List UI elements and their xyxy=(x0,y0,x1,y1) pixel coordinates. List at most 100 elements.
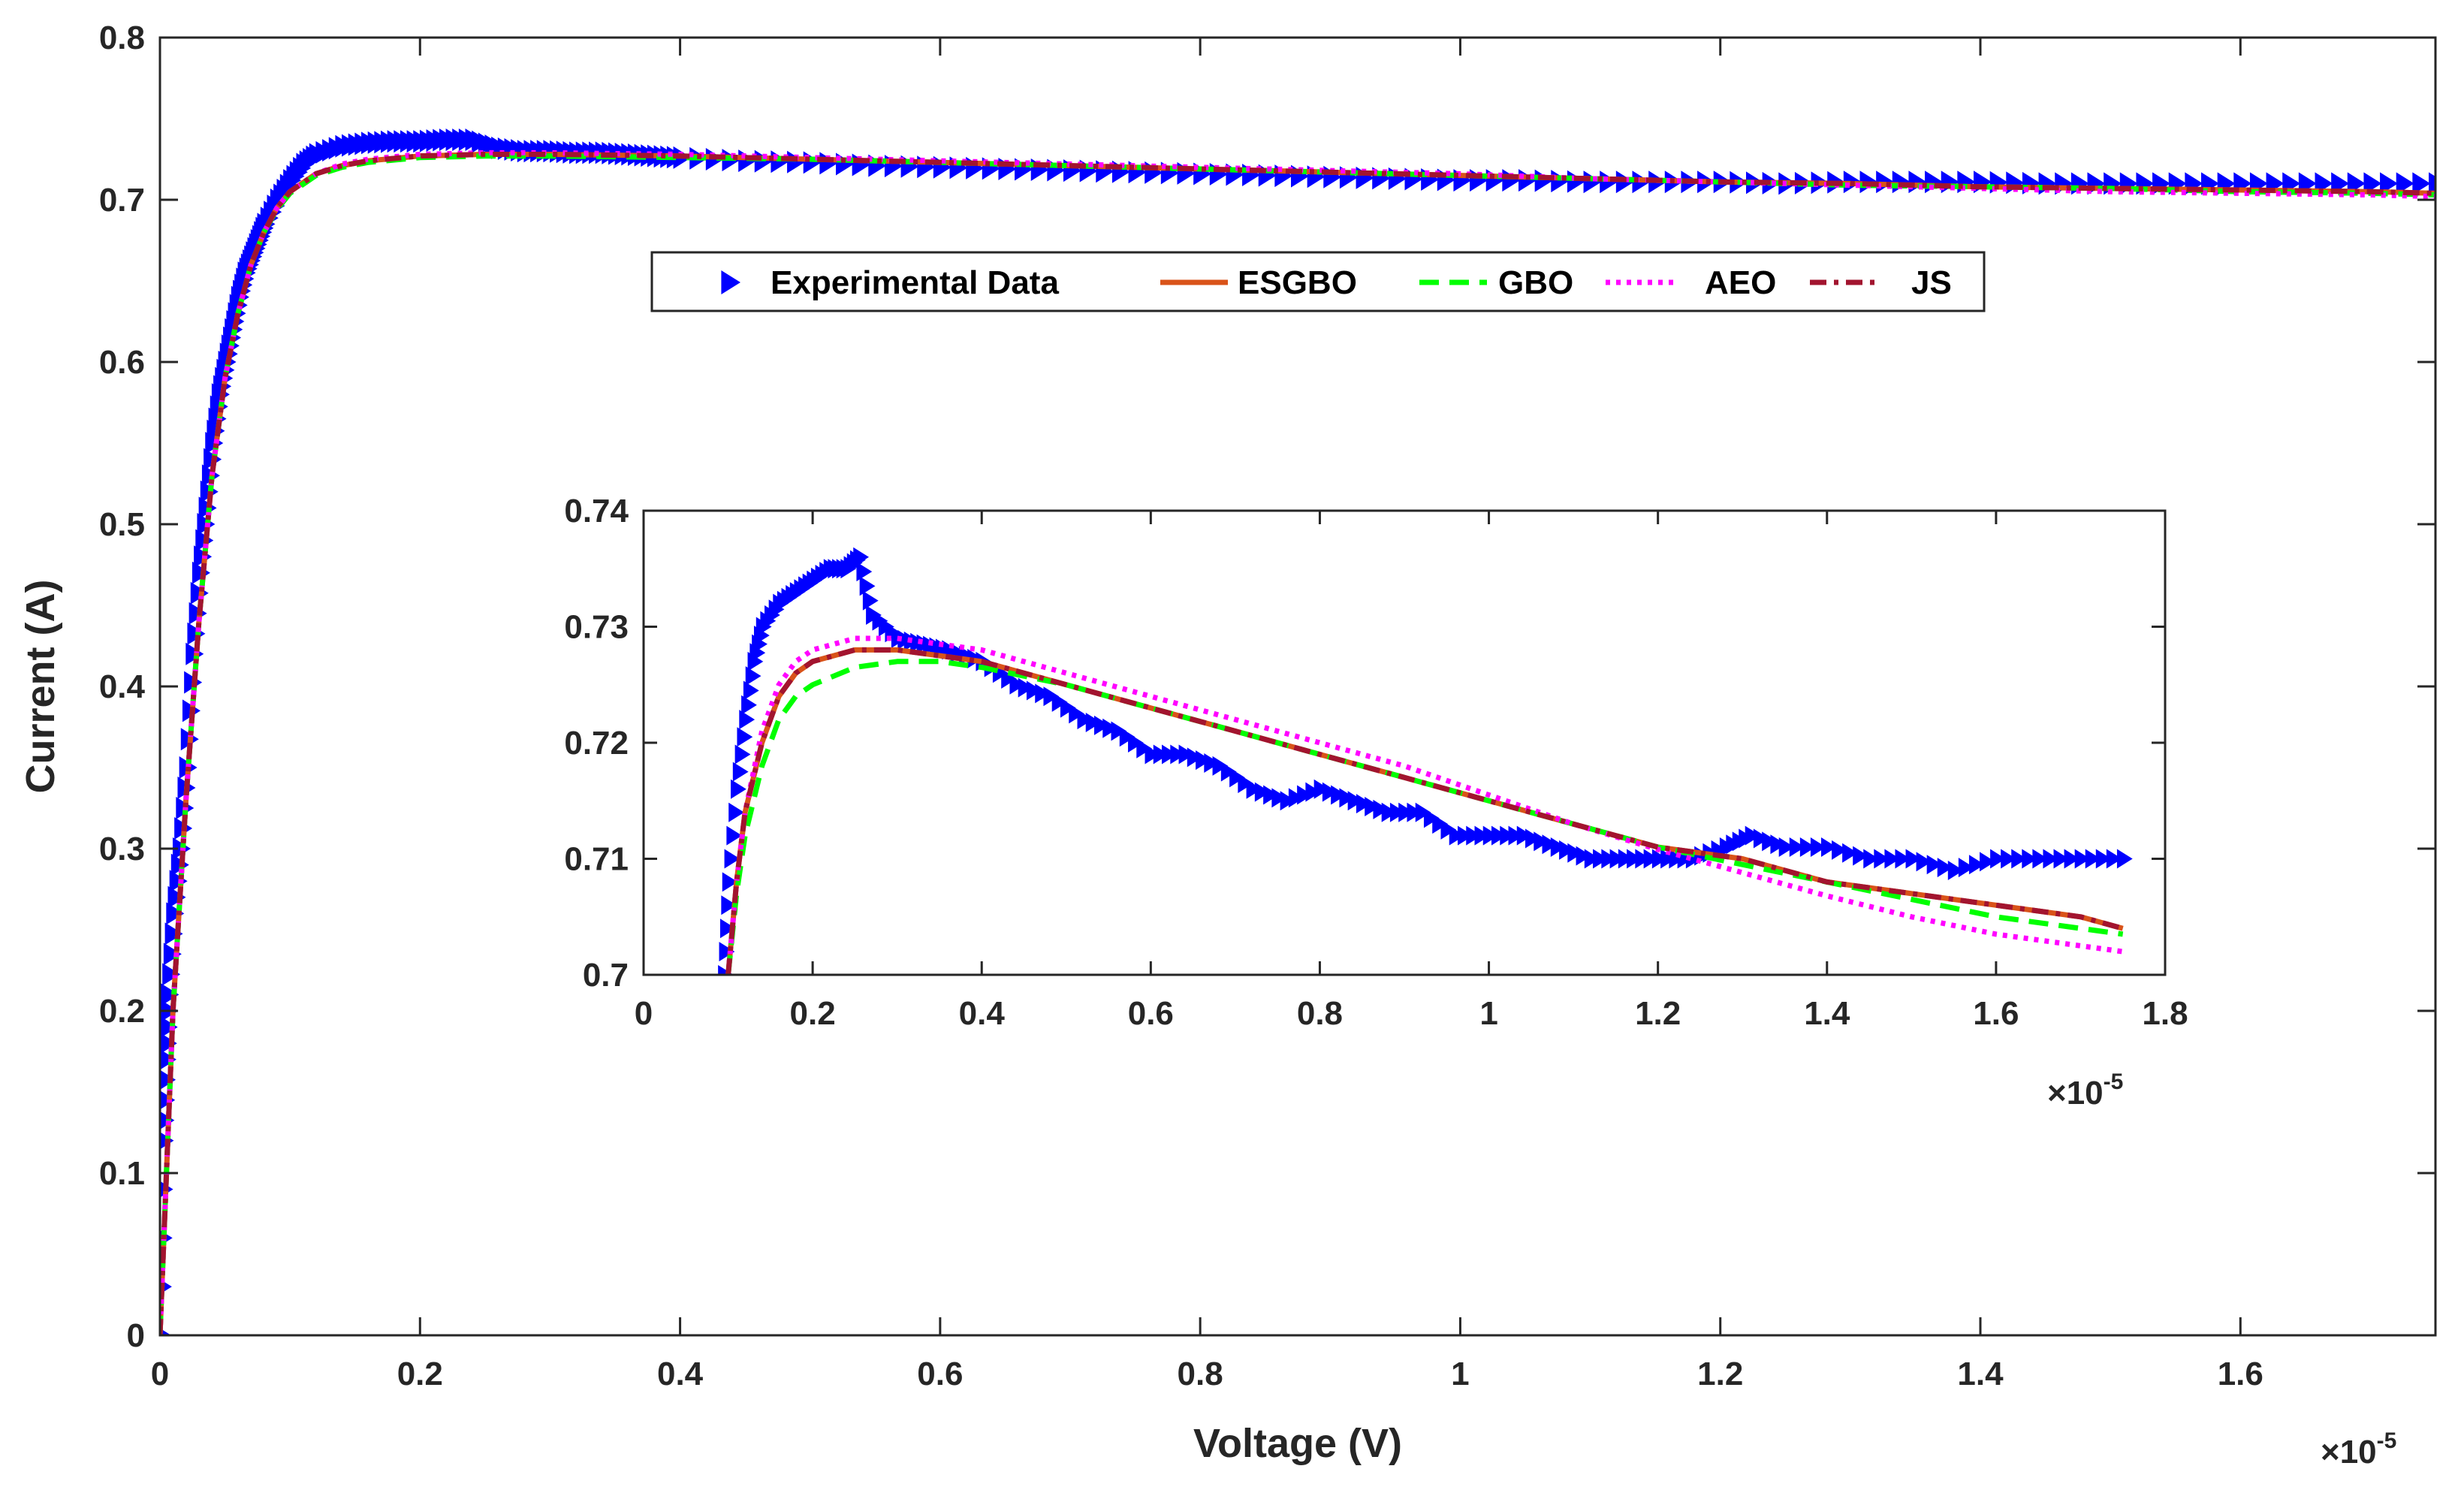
main-xtick-label-3: 0.6 xyxy=(917,1356,963,1392)
main-marker-fill-experimental-data-2-2 xyxy=(160,1015,178,1039)
inset-marker-fill-experimental-data-16-3 xyxy=(1001,669,1017,689)
inset-marker-fill-experimental-data-46-1 xyxy=(2043,849,2059,869)
inset-marker-fill-experimental-data-34-1 xyxy=(1593,849,1609,869)
inset-marker-fill-experimental-data-34-2 xyxy=(1601,849,1618,869)
inset-marker-fill-experimental-data-45-1 xyxy=(2001,849,2016,869)
inset-marker-experimental-data-42 xyxy=(1863,849,1880,869)
inset-background xyxy=(644,511,2165,975)
inset-marker-fill-experimental-data-47-1 xyxy=(2085,849,2101,869)
inset-marker-experimental-data-18 xyxy=(1043,686,1060,707)
main-xtick-label-6: 1.2 xyxy=(1697,1356,1743,1392)
inset-marker-experimental-data-29 xyxy=(1415,802,1431,822)
inset-marker-experimental-data-32 xyxy=(1516,825,1533,846)
main-ytick-label-0: 0 xyxy=(127,1317,145,1354)
legend-label-aeo: AEO xyxy=(1705,264,1776,301)
inset-marker-fill-experimental-data-44-2 xyxy=(1968,855,1985,875)
inset-marker-fill-experimental-data-27-2 xyxy=(1365,796,1380,816)
inset-xtick-label-6: 1.2 xyxy=(1635,995,1681,1032)
inset-marker-experimental-data-46 xyxy=(2032,849,2049,869)
main-ytick-label-7: 0.7 xyxy=(99,182,145,219)
main-marker-fill-experimental-data-4-1 xyxy=(167,885,186,909)
inset-marker-fill-experimental-data-20-1 xyxy=(1119,727,1135,747)
inset-xtick-label-9: 1.8 xyxy=(2142,995,2188,1032)
main-xtick-label-1: 0.2 xyxy=(397,1356,443,1392)
inset-marker-fill-experimental-data-35-3 xyxy=(1643,849,1660,869)
inset-marker-experimental-data-1 xyxy=(722,872,738,892)
inset-marker-fill-experimental-data-21-3 xyxy=(1170,744,1187,765)
inset-marker-fill-experimental-data-22-1 xyxy=(1187,747,1203,768)
inset-xtick-label-1: 0.2 xyxy=(790,995,836,1032)
legend-entry-esgbo: ESGBO xyxy=(1160,264,1357,301)
inset-marker-fill-experimental-data-2-3 xyxy=(737,727,753,747)
inset-marker-fill-experimental-data-3-3 xyxy=(745,666,762,686)
inset-marker-fill-experimental-data-27-1 xyxy=(1356,794,1372,814)
main-ytick-label-2: 0.2 xyxy=(99,993,145,1030)
inset-xtick-label-7: 1.4 xyxy=(1804,995,1850,1032)
main-x-multiplier-base: ×10 xyxy=(2321,1434,2377,1470)
inset-marker-fill-experimental-data-30-2 xyxy=(1466,825,1482,846)
inset-marker-fill-experimental-data-43-3 xyxy=(1937,858,1953,878)
inset-marker-experimental-data-24 xyxy=(1246,779,1262,799)
inset-marker-fill-experimental-data-17-1 xyxy=(1018,677,1034,698)
inset-marker-fill-experimental-data-19-3 xyxy=(1102,718,1119,738)
legend: Experimental Data ESGBO GBO AEO JS xyxy=(650,251,1986,312)
inset-xtick-label-3: 0.6 xyxy=(1128,995,1174,1032)
inset-marker-fill-experimental-data-40-1 xyxy=(1789,837,1805,858)
inset-marker-experimental-data-22 xyxy=(1178,744,1195,765)
inset-marker-fill-experimental-data-21-2 xyxy=(1162,744,1178,765)
main-xtick-label-8: 1.6 xyxy=(2218,1356,2263,1392)
inset-line-aeo xyxy=(725,635,2124,975)
y-axis-label: Current (A) xyxy=(18,580,63,794)
main-xtick-label-4: 0.8 xyxy=(1178,1356,1223,1392)
inset-x-multiplier-exponent: -5 xyxy=(2104,1069,2124,1094)
inset-marker-fill-experimental-data-11-2 xyxy=(859,576,876,596)
inset-marker-fill-experimental-data-3-1 xyxy=(741,695,757,715)
inset-marker-fill-experimental-data-23-2 xyxy=(1229,768,1245,788)
inset-marker-fill-experimental-data-36-2 xyxy=(1669,849,1685,869)
inset-marker-fill-experimental-data-33-3 xyxy=(1576,846,1592,866)
inset-marker-fill-experimental-data-34-3 xyxy=(1609,849,1626,869)
legend-entry-experimental-data: Experimental Data xyxy=(721,264,1059,301)
inset-marker-fill-experimental-data-42-2 xyxy=(1884,849,1901,869)
inset-marker-experimental-data-36 xyxy=(1651,849,1668,869)
inset-marker-fill-experimental-data-28-2 xyxy=(1398,802,1414,822)
main-marker-fill-experimental-data-50-1 xyxy=(1600,170,1618,194)
inset-marker-fill-experimental-data-19-1 xyxy=(1085,712,1102,732)
inset-marker-fill-experimental-data-29-1 xyxy=(1423,808,1440,828)
inset-marker-fill-experimental-data-32-3 xyxy=(1542,834,1558,855)
inset-marker-fill-experimental-data-18-1 xyxy=(1051,692,1068,712)
inset-marker-fill-experimental-data-23-1 xyxy=(1220,762,1237,782)
main-series-group xyxy=(160,128,2435,1335)
main-x-multiplier-exponent: -5 xyxy=(2377,1428,2397,1453)
inset-marker-fill-experimental-data-41-1 xyxy=(1832,840,1847,860)
inset-x-multiplier-base: ×10 xyxy=(2047,1075,2104,1111)
inset-marker-fill-experimental-data-21-1 xyxy=(1153,744,1169,765)
inset-ytick-label-4: 0.74 xyxy=(564,493,629,529)
main-ytick-label-8: 0.8 xyxy=(99,20,145,56)
main-marker-fill-experimental-data-62-1 xyxy=(2380,172,2399,195)
inset-marker-fill-experimental-data-25-1 xyxy=(1288,788,1304,808)
inset-marker-experimental-data-43 xyxy=(1905,849,1922,869)
legend-entries: Experimental Data ESGBO GBO AEO JS xyxy=(721,264,1952,301)
main-ytick-label-1: 0.1 xyxy=(99,1155,145,1192)
inset-ytick-label-3: 0.73 xyxy=(564,609,629,646)
inset-marker-fill-experimental-data-30-1 xyxy=(1457,825,1473,846)
inset-marker-fill-experimental-data-22-3 xyxy=(1204,753,1220,774)
inset-ytick-label-2: 0.72 xyxy=(564,725,629,762)
inset-marker-fill-experimental-data-28-3 xyxy=(1407,802,1423,822)
inset-xtick-label-0: 0 xyxy=(635,995,653,1032)
main-marker-fill-experimental-data-62-2 xyxy=(2396,172,2414,195)
inset-marker-experimental-data-17 xyxy=(1009,674,1026,695)
main-marker-fill-experimental-data-3-2 xyxy=(163,943,182,966)
svg-text:×10-5: ×10-5 xyxy=(2047,1069,2123,1111)
inset-marker-fill-experimental-data-39-1 xyxy=(1753,828,1769,849)
legend-entry-aeo: AEO xyxy=(1606,264,1776,301)
legend-box xyxy=(650,251,1986,312)
inset-marker-fill-experimental-data-28-1 xyxy=(1389,802,1406,822)
inset-marker-fill-experimental-data-25-3 xyxy=(1305,782,1322,802)
inset-marker-fill-experimental-data-46-2 xyxy=(2053,849,2070,869)
inset-xtick-label-2: 0.4 xyxy=(959,995,1006,1032)
inset-marker-fill-experimental-data-20-3 xyxy=(1136,738,1153,759)
inset-marker-fill-experimental-data-35-2 xyxy=(1635,849,1651,869)
